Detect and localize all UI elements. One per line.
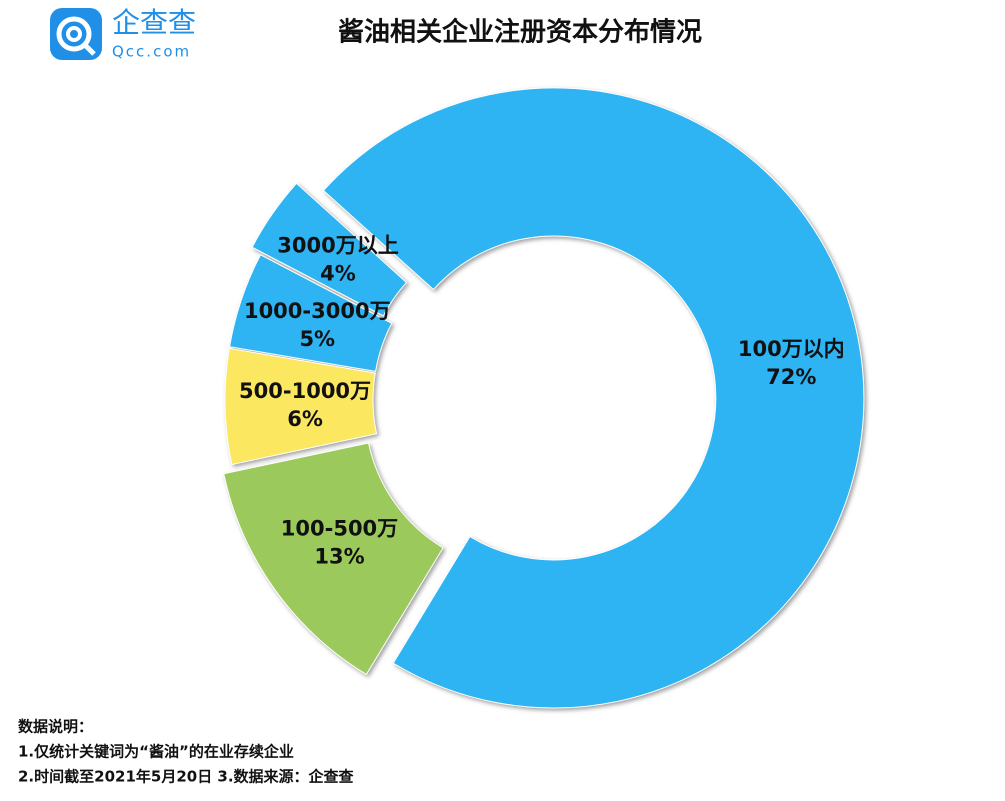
slice-value: 72% (766, 365, 816, 389)
chart-title: 酱油相关企业注册资本分布情况 (338, 17, 702, 48)
logo-text: 企查查 (112, 6, 196, 39)
logo-url: Qcc.com (112, 43, 191, 61)
logo-ring (56, 16, 92, 52)
slice-value: 4% (320, 262, 356, 286)
donut (223, 87, 865, 709)
labels: 100万以内 72% 100-500万 13% 500-1000万 6% 1000-3000… (239, 234, 845, 569)
slice-category: 100-500万 (281, 517, 398, 541)
slice-category: 500-1000万 (239, 379, 371, 403)
note: 数据说明： (18, 718, 93, 736)
slice (223, 442, 444, 676)
slice-category: 3000万以上 (277, 234, 398, 258)
slice (229, 254, 393, 372)
logo-tail (82, 42, 96, 56)
logo: 企查查 Qcc.com (50, 6, 196, 61)
slice (224, 347, 378, 466)
logo-ring (66, 26, 82, 42)
slice-value: 5% (299, 327, 335, 351)
note: 2.时间截至2021年5月20日 3.数据来源：企查查 (18, 768, 355, 786)
slice-value: 6% (287, 407, 323, 431)
slice-value: 13% (314, 545, 364, 569)
slice-category: 1000-3000万 (244, 299, 391, 323)
note: 1.仅统计关键词为“酱油”的在业存续企业 (18, 743, 294, 761)
slice-category: 100万以内 (738, 337, 845, 361)
slice (322, 87, 865, 709)
slice (251, 182, 408, 317)
